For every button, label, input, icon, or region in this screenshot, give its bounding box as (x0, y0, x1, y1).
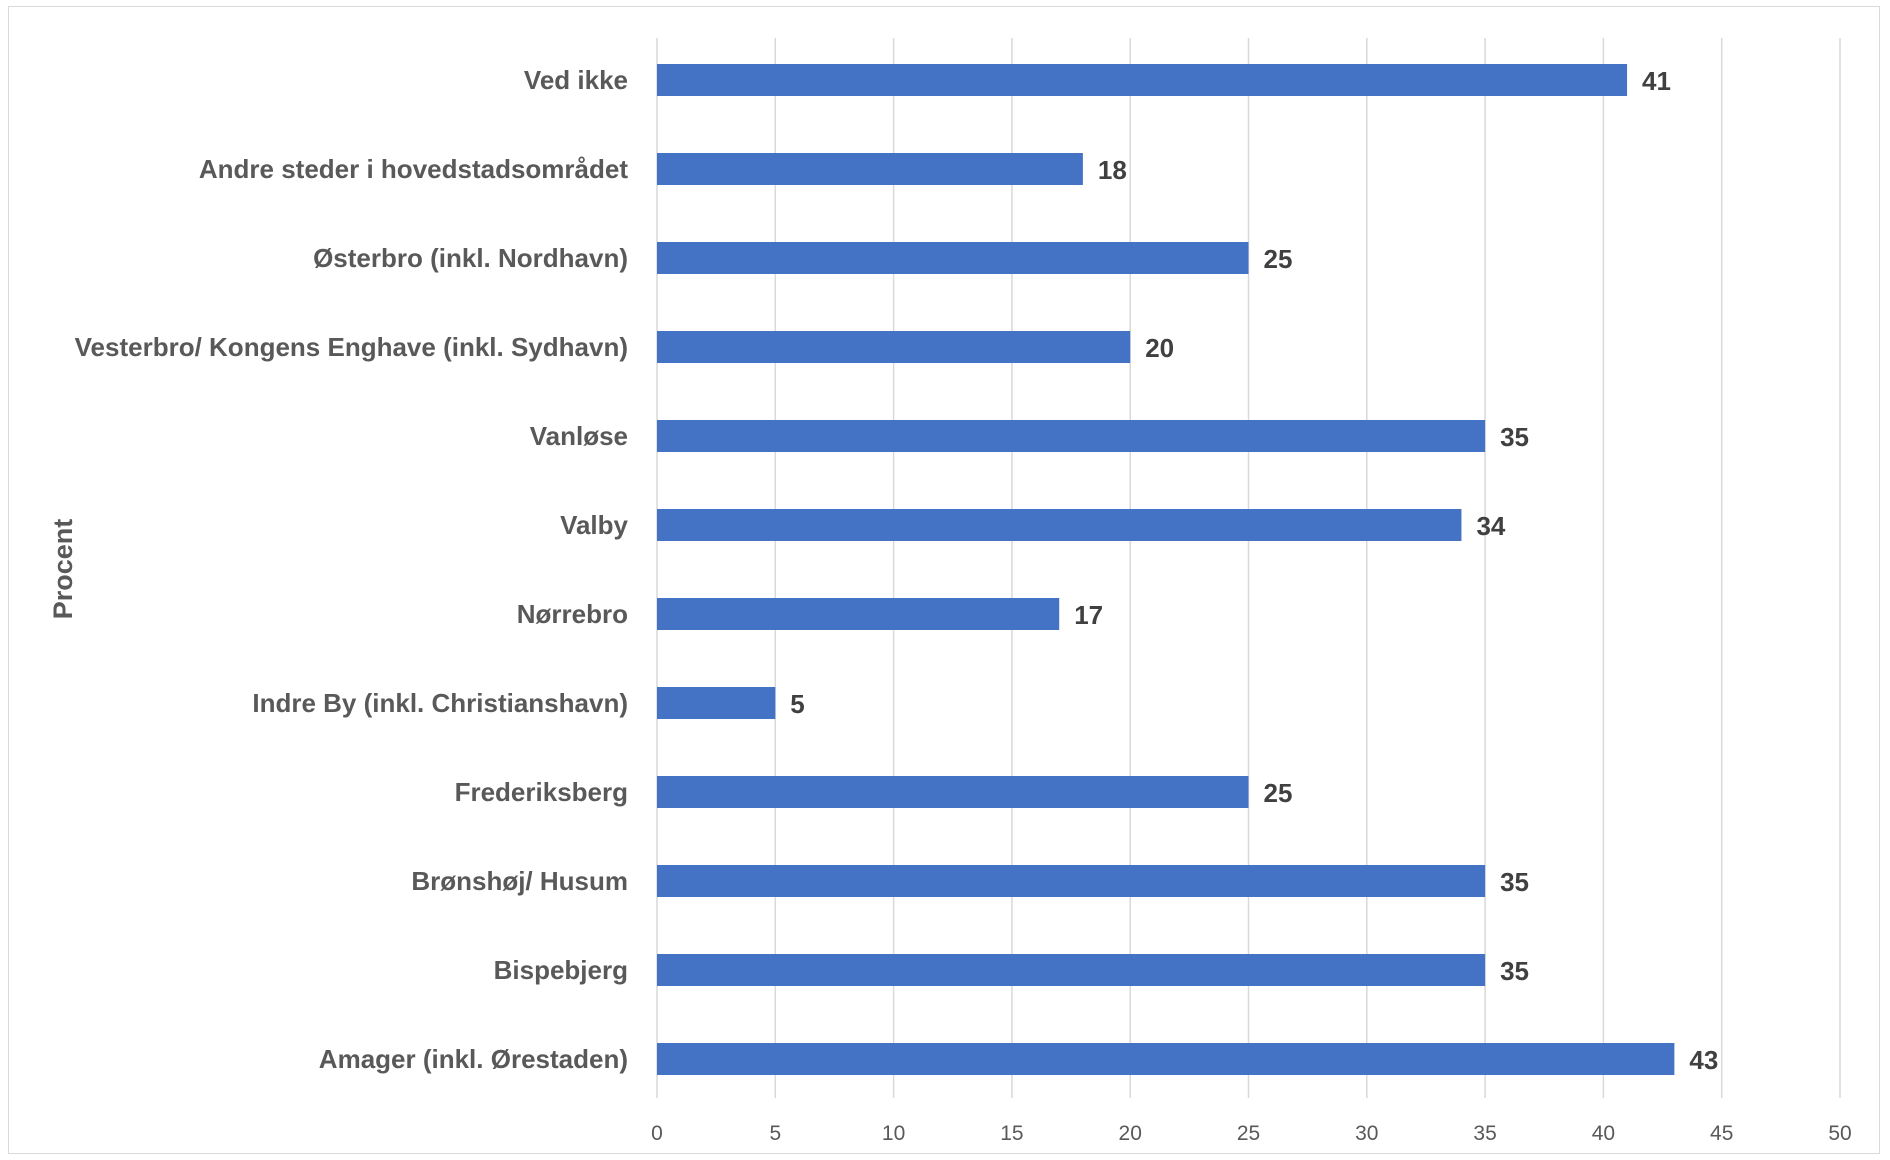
bar (657, 509, 1462, 541)
category-label: Brønshøj/ Husum (411, 866, 628, 896)
data-label: 43 (1689, 1045, 1718, 1075)
x-tick-label: 20 (1119, 1122, 1142, 1145)
bar (657, 687, 776, 719)
y-axis-title: Procent (48, 519, 78, 620)
bar (657, 776, 1249, 808)
data-label: 41 (1642, 66, 1671, 96)
data-labels: 41 18 25 20 35 34 17 5 25 35 35 43 (790, 66, 1718, 1075)
bar (657, 954, 1486, 986)
data-label: 25 (1264, 244, 1293, 274)
x-tick-label: 35 (1473, 1122, 1496, 1145)
category-label: Nørrebro (517, 599, 628, 629)
bars (657, 64, 1675, 1075)
x-tick-label: 15 (1000, 1122, 1023, 1145)
category-label: Vanløse (530, 421, 628, 451)
category-label: Ved ikke (524, 65, 628, 95)
data-label: 35 (1500, 867, 1529, 897)
bar (657, 64, 1628, 96)
data-label: 17 (1074, 600, 1103, 630)
bar (657, 153, 1083, 185)
x-tick-label: 0 (651, 1122, 663, 1145)
category-label: Vesterbro/ Kongens Enghave (inkl. Sydhav… (75, 332, 628, 362)
data-label: 20 (1145, 333, 1174, 363)
bar (657, 865, 1486, 897)
x-tick-label: 30 (1355, 1122, 1378, 1145)
category-label: Østerbro (inkl. Nordhavn) (313, 243, 628, 273)
bar (657, 420, 1486, 452)
data-label: 35 (1500, 422, 1529, 452)
bar (657, 242, 1249, 274)
x-tick-label: 40 (1592, 1122, 1615, 1145)
data-label: 35 (1500, 956, 1529, 986)
category-labels: Ved ikke Andre steder i hovedstadsområdet… (75, 65, 629, 1074)
x-tick-label: 25 (1237, 1122, 1260, 1145)
data-label: 34 (1476, 511, 1505, 541)
data-label: 25 (1264, 778, 1293, 808)
x-tick-label: 50 (1828, 1122, 1851, 1145)
data-label: 18 (1098, 155, 1127, 185)
x-tick-label: 5 (769, 1122, 781, 1145)
category-label: Bispebjerg (494, 955, 628, 985)
gridlines (656, 38, 1841, 1098)
bar (657, 598, 1060, 630)
x-axis-tick-labels: 0 5 10 15 20 25 30 35 40 45 50 (651, 1122, 1852, 1145)
x-tick-label: 45 (1710, 1122, 1733, 1145)
bar (657, 1043, 1675, 1075)
category-label: Valby (560, 510, 628, 540)
category-label: Andre steder i hovedstadsområdet (199, 154, 628, 184)
x-tick-label: 10 (882, 1122, 905, 1145)
bar (657, 331, 1131, 363)
category-label: Amager (inkl. Ørestaden) (319, 1044, 628, 1074)
category-label: Indre By (inkl. Christianshavn) (252, 688, 628, 718)
data-label: 5 (790, 689, 804, 719)
category-label: Frederiksberg (455, 777, 628, 807)
